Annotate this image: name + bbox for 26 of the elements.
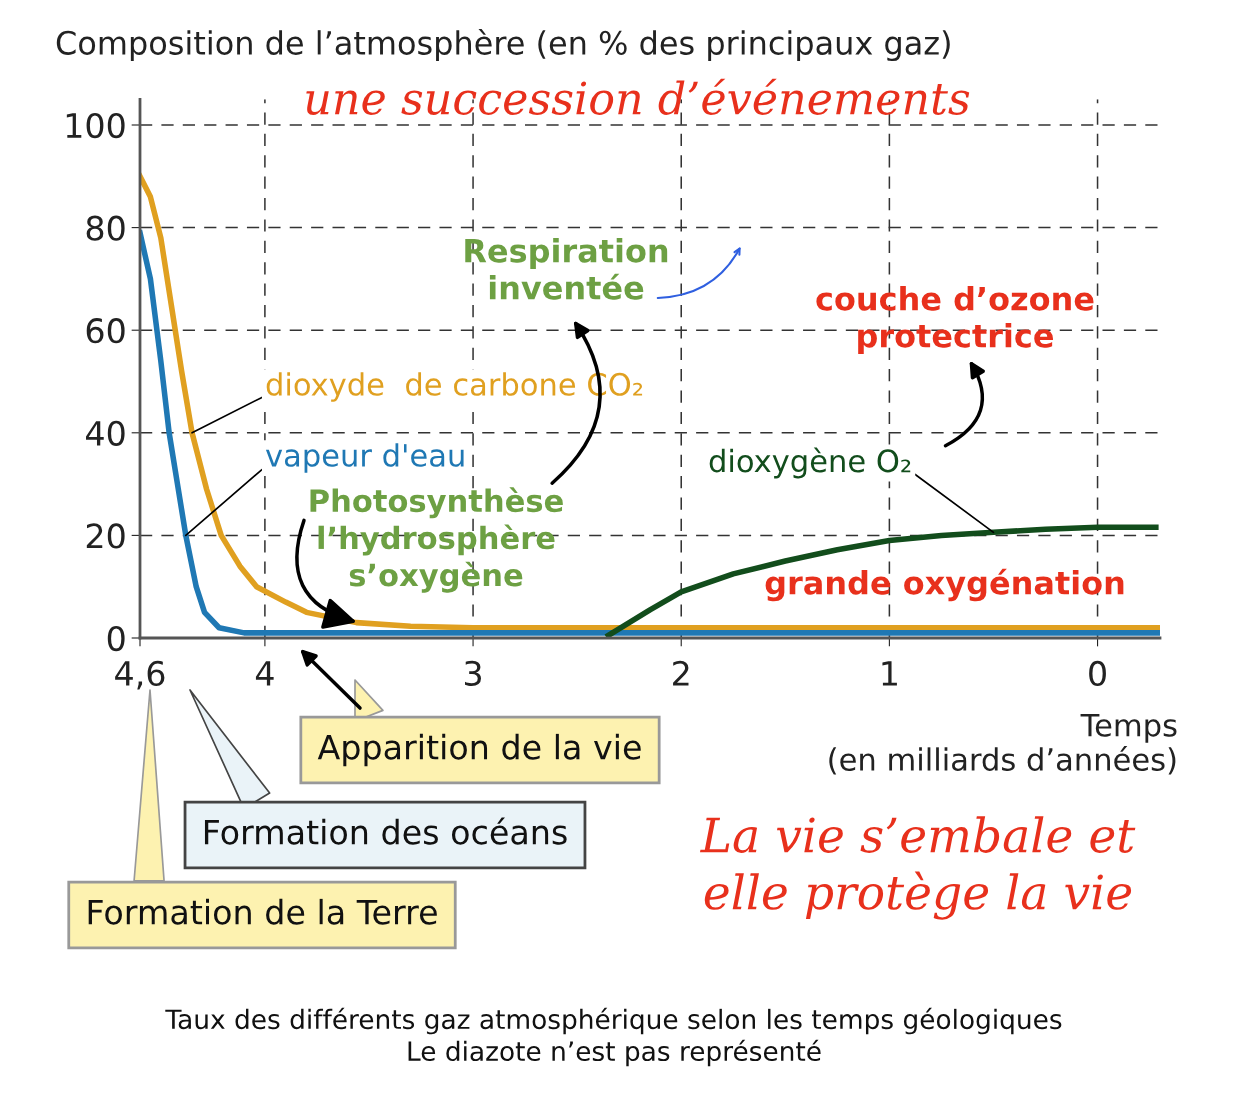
x-tick-label: 3	[465, 660, 481, 687]
x-tick-label: 1	[882, 661, 897, 686]
text: vapeur d'eau	[265, 443, 464, 473]
y-tick-label: 100	[66, 112, 125, 139]
series-label: dioxygène O₂	[709, 447, 911, 479]
annotation: une succession d’événements	[306, 78, 970, 115]
y-tick-label: 20	[86, 523, 125, 549]
text: Taux des différents gaz atmosphérique selon les temps géologiques Le diazote n’est pas représenté	[165, 1007, 1062, 1067]
x-axis-title: Temps (en milliards d’années)	[829, 714, 1177, 775]
text: Formation de la Terre	[88, 898, 437, 925]
text: Formation des océans	[204, 817, 567, 845]
x-tick-label: 4,6	[115, 660, 165, 690]
annotation: Photosynthèse l’hydrosphère s’oxygène	[310, 487, 563, 593]
annotation: couche d’ozone protectrice	[816, 286, 1094, 354]
y-tick-label: 0	[107, 625, 125, 652]
y-tick-label: 40	[86, 420, 125, 446]
annotation: Respiration inventée	[465, 238, 668, 300]
text: Apparition de la vie	[317, 733, 641, 767]
y-tick-label: 80	[86, 215, 125, 241]
text: La vie s’embale et elle protège la vie	[699, 816, 1136, 920]
y-tick-label: 60	[86, 318, 125, 344]
chart-title: Composition de l’atmosphère (en % des principaux gaz)	[56, 28, 950, 62]
x-tick-label: 4	[255, 661, 274, 686]
annotation: grande oxygénation	[765, 568, 1124, 602]
x-tick-label: 2	[673, 660, 689, 686]
x-tick-label: 0	[1089, 660, 1106, 687]
